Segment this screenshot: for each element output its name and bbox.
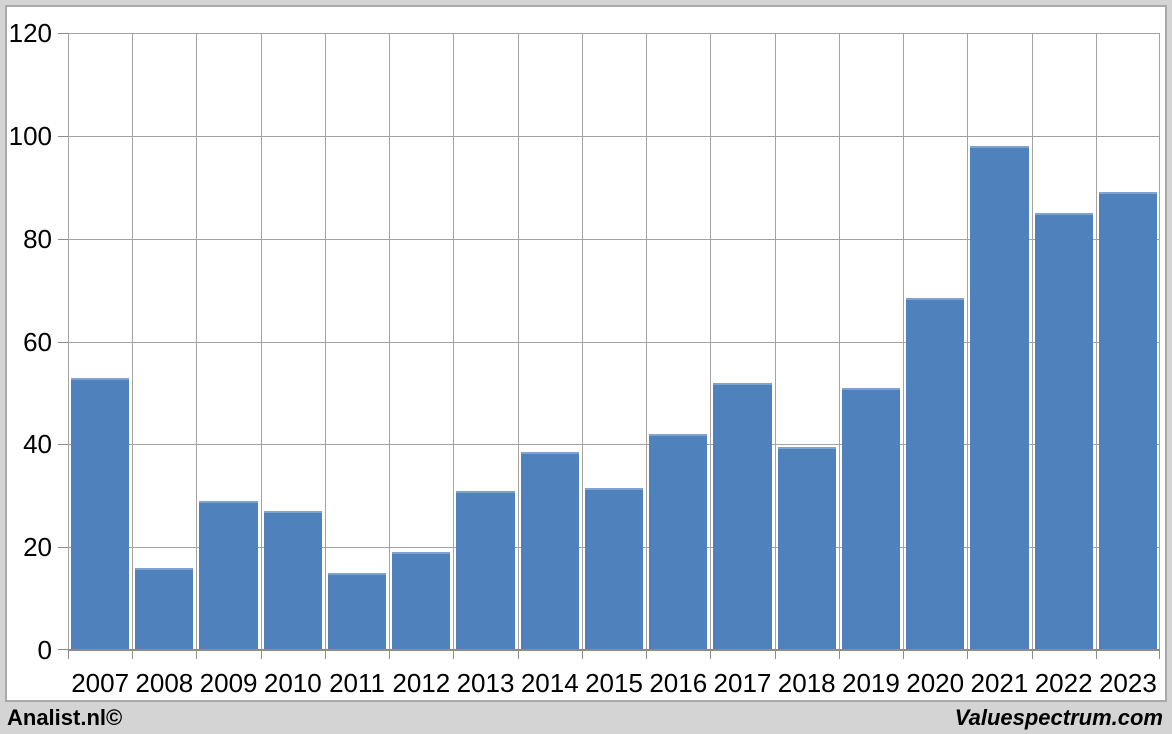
x-axis-tick-label: 2019 [842, 668, 900, 698]
x-axis-tick-label: 2014 [520, 668, 579, 698]
bar-2021 [970, 146, 1029, 650]
gridline-vertical [1031, 33, 1033, 650]
valuespectrum-brand-label: Valuespectrum.com [954, 705, 1163, 730]
analist-brand-label: Analist.nl© [7, 705, 123, 730]
gridline-vertical [68, 33, 69, 650]
bar-2016 [649, 434, 708, 650]
y-axis-tick [58, 649, 68, 650]
x-axis-tick-label: 2020 [906, 668, 965, 698]
gridline-vertical [710, 33, 712, 650]
gridline-vertical [967, 33, 969, 650]
x-axis-tick [196, 651, 198, 659]
x-axis-tick [1031, 651, 1033, 659]
bar-2013 [456, 490, 515, 650]
bar-2019 [841, 387, 901, 650]
x-axis-tick [581, 651, 583, 659]
bar-2017 [713, 382, 772, 650]
x-axis-tick [1095, 651, 1097, 659]
x-axis-tick [903, 651, 905, 659]
x-axis-tick [710, 651, 712, 659]
bar-2010 [263, 511, 322, 650]
y-axis-tick [58, 444, 68, 446]
x-axis-tick-label: 2021 [970, 668, 1029, 698]
bar-2014 [520, 452, 579, 650]
gridline-vertical [581, 33, 583, 650]
y-axis-tick [58, 135, 68, 137]
gridline-vertical [260, 33, 262, 650]
bar-2009 [199, 500, 258, 650]
y-axis-tick-label: 80 [23, 223, 52, 254]
x-axis-tick [389, 651, 391, 659]
gridline-vertical [838, 33, 840, 650]
bar-2020 [906, 297, 965, 650]
plot-area [68, 33, 1160, 650]
x-axis-tick-label: 2018 [777, 668, 836, 698]
gridline-vertical [389, 33, 391, 650]
bar-2023 [1098, 192, 1157, 650]
x-axis-tick-label: 2023 [1098, 668, 1157, 698]
x-axis-tick-label: 2015 [585, 668, 643, 698]
x-axis-tick-label: 2017 [713, 668, 772, 698]
gridline-vertical [646, 33, 648, 650]
bar-2007 [71, 377, 130, 650]
bar-2012 [392, 552, 451, 650]
x-axis-tick [260, 651, 262, 659]
x-axis-tick [453, 651, 455, 659]
gridline-vertical [324, 33, 326, 650]
bar-2011 [327, 572, 387, 650]
x-axis-tick-label: 2011 [329, 668, 386, 698]
y-axis-tick-label: 60 [23, 326, 52, 357]
bar-2018 [777, 446, 836, 650]
footer-bar: Analist.nl© Valuespectrum.com [0, 702, 1172, 734]
x-axis-tick [838, 651, 840, 659]
y-axis-tick-label: 40 [23, 429, 52, 460]
x-axis-tick [517, 651, 519, 659]
x-axis-tick-label: 2016 [649, 668, 708, 698]
x-axis-tick-label: 2007 [71, 668, 130, 698]
x-axis-tick [132, 651, 134, 659]
gridline-horizontal [68, 444, 1160, 446]
gridline-horizontal [68, 135, 1160, 137]
x-axis-tick [967, 651, 969, 659]
gridline-horizontal [68, 341, 1160, 343]
x-axis-tick-label: 2008 [135, 668, 194, 698]
gridline-vertical [453, 33, 455, 650]
y-axis-tick-label: 20 [23, 532, 52, 563]
gridline-vertical [903, 33, 905, 650]
bar-2022 [1034, 212, 1093, 650]
x-axis-tick [774, 651, 776, 659]
chart-canvas: 0 20 40 60 80 100 120 2007 2008 2009 2010 2011 2012 2… [5, 5, 1167, 702]
gridline-vertical [517, 33, 519, 650]
x-axis-tick-label: 2013 [456, 668, 515, 698]
x-axis-tick-label: 2022 [1034, 668, 1093, 698]
y-axis-tick-label: 0 [37, 635, 52, 665]
y-axis-tick [58, 238, 68, 240]
gridline-vertical [1159, 33, 1160, 650]
x-axis-tick-label: 2009 [199, 668, 258, 698]
gridline-horizontal [68, 33, 1160, 34]
x-axis-tick [324, 651, 326, 659]
x-axis-line [68, 649, 1160, 651]
y-axis-tick-label: 100 [8, 120, 52, 151]
y-axis-tick [58, 33, 68, 34]
gridline-vertical [196, 33, 198, 650]
gridline-vertical [132, 33, 134, 650]
x-axis-tick-label: 2010 [263, 668, 322, 698]
x-axis-tick-label: 2012 [392, 668, 451, 698]
gridline-vertical [774, 33, 776, 650]
x-axis-tick [1159, 651, 1160, 659]
x-axis-tick [646, 651, 648, 659]
gridline-vertical [1095, 33, 1097, 650]
gridline-horizontal [68, 238, 1160, 240]
x-axis-tick [68, 651, 69, 659]
bar-2008 [135, 567, 194, 650]
y-axis-tick [58, 547, 68, 549]
bar-2015 [584, 488, 644, 650]
y-axis-tick [58, 341, 68, 343]
y-axis-tick-label: 120 [8, 18, 52, 48]
